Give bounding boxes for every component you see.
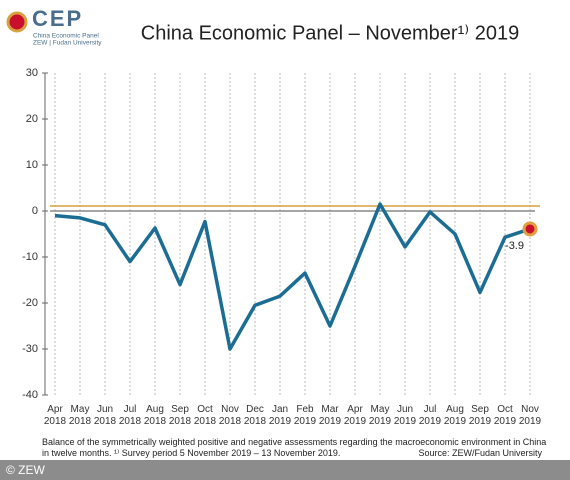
y-tick-label: 0 xyxy=(32,205,38,217)
x-tick-label: Jul 2019 xyxy=(418,404,442,427)
x-tick-label: Oct 2018 xyxy=(193,404,217,427)
y-tick-label: -40 xyxy=(22,389,38,401)
x-tick-label: Aug 2018 xyxy=(143,404,167,427)
x-tick-label: Aug 2019 xyxy=(443,404,467,427)
y-tick-label: 30 xyxy=(26,67,38,79)
logo-line: China Economic Panel xyxy=(33,33,99,40)
logo-name: CEP xyxy=(32,6,83,31)
y-tick-label: 10 xyxy=(26,159,38,171)
y-tick-label: -20 xyxy=(22,297,38,309)
x-tick-label: Feb 2019 xyxy=(293,404,317,427)
x-tick-label: May 2019 xyxy=(368,404,392,427)
logo-line: ZEW | Fudan University xyxy=(33,40,102,47)
x-tick-label: Jan 2019 xyxy=(268,404,292,427)
x-tick-label: Sep 2018 xyxy=(168,404,192,427)
data-label: -3.9 xyxy=(505,240,524,252)
x-tick-label: May 2018 xyxy=(68,404,92,427)
x-tick-label: Apr 2018 xyxy=(43,404,67,427)
data-line xyxy=(54,202,531,351)
x-tick-label: Jun 2019 xyxy=(393,404,417,427)
x-tick-label: Dec 2018 xyxy=(243,404,267,427)
x-tick-label: Nov 2018 xyxy=(218,404,242,427)
source: Source: ZEW/Fudan University xyxy=(418,448,542,458)
x-tick-label: Sep 2019 xyxy=(468,404,492,427)
x-tick-label: Oct 2019 xyxy=(493,404,517,427)
chart-title: China Economic Panel – November¹⁾ 2019 xyxy=(141,22,519,44)
last-point-marker xyxy=(522,221,538,237)
y-tick-label: -10 xyxy=(22,251,38,263)
x-tick-label: Mar 2019 xyxy=(318,404,342,427)
y-tick-label: -30 xyxy=(22,343,38,355)
y-tick-label: 20 xyxy=(26,113,38,125)
x-tick-label: Apr 2019 xyxy=(343,404,367,427)
logo-icon xyxy=(6,11,28,33)
chart: CEP China Economic Panel ZEW | Fudan Uni… xyxy=(6,6,540,401)
footer-bar xyxy=(0,460,570,480)
x-tick-label: Jul 2018 xyxy=(118,404,142,427)
copyright: © ZEW xyxy=(6,463,45,477)
x-tick-label: Nov 2019 xyxy=(518,404,542,427)
x-tick-label: Jun 2018 xyxy=(93,404,117,427)
note: Balance of the symmetrically weighted po… xyxy=(42,437,547,458)
